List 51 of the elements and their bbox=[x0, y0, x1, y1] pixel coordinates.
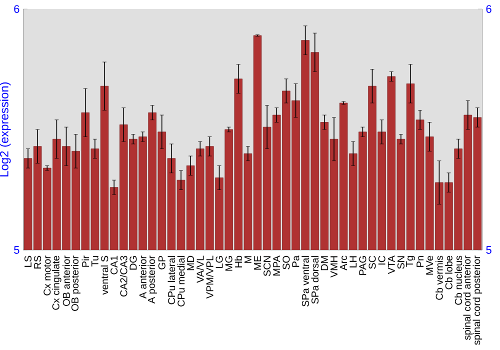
x-tick-label: A anterior bbox=[139, 256, 146, 299]
x-tick-label: ventral S bbox=[100, 256, 108, 295]
x-tick-label: ME bbox=[254, 256, 261, 270]
x-tick-label: CA1 bbox=[110, 256, 118, 274]
x-tick-label: Cx motor bbox=[44, 256, 51, 296]
x-tick-label: PAG bbox=[359, 256, 366, 275]
x-tick-label: SPa ventral bbox=[302, 256, 309, 306]
x-tick-label: SPa dorsal bbox=[311, 256, 319, 304]
x-tick-label: VPM/VPL bbox=[206, 256, 214, 299]
y2-tick-label: 6 bbox=[486, 5, 492, 13]
x-tick-label: CA2/CA3 bbox=[120, 256, 128, 296]
x-tick-label: RS bbox=[34, 256, 42, 268]
x-tick-label: LS bbox=[24, 256, 32, 267]
x-tick-label: Cx cingulate bbox=[52, 256, 62, 310]
x-tick-label: GP bbox=[158, 256, 166, 270]
x-tick-label: OB posterior bbox=[71, 256, 80, 311]
x-tick-label: Pir bbox=[82, 256, 89, 267]
x-tick-label: LH bbox=[350, 256, 357, 268]
x-tick-label: VA/VL bbox=[196, 256, 204, 283]
x-tick-label: SN bbox=[397, 256, 404, 269]
x-tick-label: OB anterior bbox=[62, 256, 70, 306]
x-tick-label: SO bbox=[282, 256, 290, 270]
x-tick-label: Pa bbox=[292, 255, 300, 267]
x-tick-label: VMH bbox=[330, 256, 338, 278]
x-tick-label: spinal cord anterior bbox=[463, 256, 473, 340]
x-tick-label: IC bbox=[378, 256, 386, 264]
x-tick-label: spinal cord posterior bbox=[472, 256, 482, 345]
x-tick-label: Cb lobe bbox=[445, 256, 452, 290]
x-tick-label: MG bbox=[225, 256, 232, 271]
x-tick-label: MPA bbox=[273, 255, 280, 276]
x-tick-label: Tg bbox=[406, 256, 415, 267]
y2-tick-label: 5 bbox=[486, 246, 492, 254]
x-tick-label: M bbox=[244, 256, 252, 263]
x-tick-label: Cb vermis bbox=[436, 256, 443, 300]
x-tick-label: SC bbox=[368, 256, 376, 269]
x-tick-label: VTA bbox=[388, 255, 395, 274]
x-tick-label: A posterior bbox=[148, 256, 157, 304]
x-tick-label: DM bbox=[321, 256, 328, 270]
x-tick-label: CPu medial bbox=[177, 256, 185, 306]
x-tick-label: CPu lateral bbox=[168, 256, 176, 304]
x-tick-label: Hb bbox=[234, 256, 242, 268]
x-tick-label: MVe bbox=[426, 256, 434, 275]
y-axis-title: Log2 (expression) bbox=[0, 82, 11, 176]
x-tick-label: Cb nucleus bbox=[454, 256, 462, 305]
x-tick-label: Tu bbox=[91, 256, 98, 266]
x-tick-label: MD bbox=[187, 256, 194, 270]
x-tick-label: DG bbox=[130, 256, 137, 270]
x-tick-label: Pn bbox=[416, 256, 424, 267]
x-tick-label: SCN bbox=[264, 256, 271, 276]
x-tick-label: LG bbox=[216, 256, 223, 268]
x-tick-label: Arc bbox=[340, 256, 348, 270]
